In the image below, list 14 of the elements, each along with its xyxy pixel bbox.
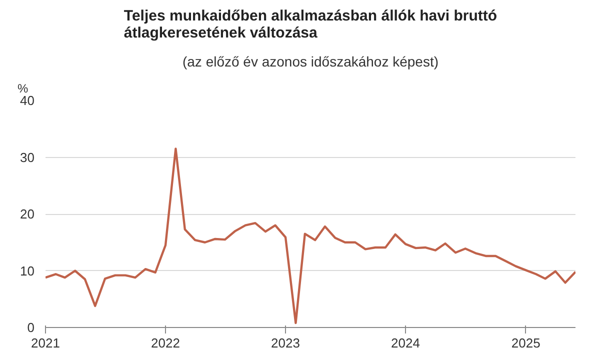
chart-subtitle: (az előző év azonos időszakához képest) — [182, 54, 439, 70]
x-tick-label: 2022 — [151, 336, 180, 350]
x-tick-label: 2025 — [511, 336, 540, 350]
y-tick-label: 10 — [20, 263, 35, 278]
x-tick-label: 2023 — [271, 336, 300, 350]
y-tick-label: 20 — [20, 206, 35, 222]
x-tick-label: 2021 — [31, 336, 60, 350]
y-tick-label: 30 — [20, 150, 35, 165]
y-tick-label: 40 — [20, 93, 35, 108]
x-tick-label: 2024 — [391, 336, 420, 350]
y-tick-label: 0 — [27, 320, 35, 335]
chart-title: Teljes munkaidőben alkalmazásban állók havi bruttó átlagkeresetének változása — [124, 8, 498, 42]
line-series — [46, 148, 576, 324]
y-axis-title: % — [18, 82, 28, 96]
